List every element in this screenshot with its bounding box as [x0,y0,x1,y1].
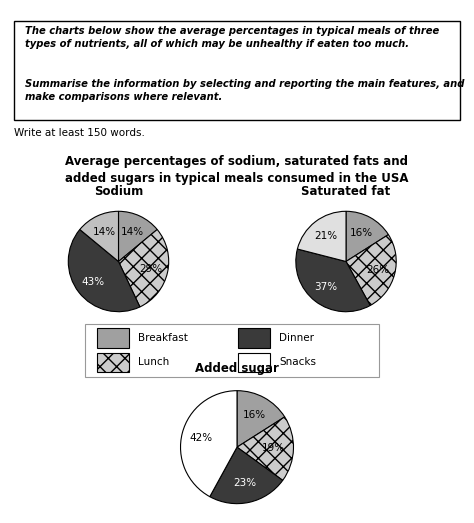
Text: Write at least 150 words.: Write at least 150 words. [14,128,145,138]
Wedge shape [80,211,118,262]
Text: Snacks: Snacks [279,357,316,368]
Text: 16%: 16% [350,228,374,238]
Bar [238,328,271,348]
Wedge shape [237,391,285,447]
Wedge shape [118,211,157,262]
Wedge shape [346,211,388,262]
Text: Average percentages of sodium, saturated fats and
added sugars in typical meals : Average percentages of sodium, saturated… [65,155,409,185]
Text: 14%: 14% [93,227,116,237]
Text: 29%: 29% [139,264,162,274]
Bar [97,328,129,348]
Wedge shape [237,417,293,480]
Text: 26%: 26% [366,265,389,275]
Text: 37%: 37% [314,282,337,292]
Text: Breakfast: Breakfast [138,333,188,343]
Text: Dinner: Dinner [279,333,314,343]
Wedge shape [181,391,237,497]
Text: 21%: 21% [314,231,337,241]
Text: 16%: 16% [243,410,266,420]
Wedge shape [118,230,169,307]
Text: 42%: 42% [190,433,213,443]
Title: Sodium: Sodium [94,185,143,198]
Text: 14%: 14% [121,227,144,237]
Title: Saturated fat: Saturated fat [301,185,391,198]
Text: Summarise the information by selecting and reporting the main features, and
make: Summarise the information by selecting a… [25,78,465,102]
Bar [238,353,271,372]
Bar [97,353,129,372]
Text: 19%: 19% [262,444,285,453]
Text: The charts below show the average percentages in typical meals of three
types of: The charts below show the average percen… [25,26,439,49]
Text: 23%: 23% [234,478,256,488]
Wedge shape [210,447,283,504]
Text: Lunch: Lunch [138,357,170,368]
Wedge shape [297,211,346,262]
Text: 43%: 43% [81,277,104,287]
Title: Added sugar: Added sugar [195,362,279,376]
Wedge shape [346,235,396,305]
Wedge shape [68,230,140,312]
Wedge shape [296,249,370,312]
